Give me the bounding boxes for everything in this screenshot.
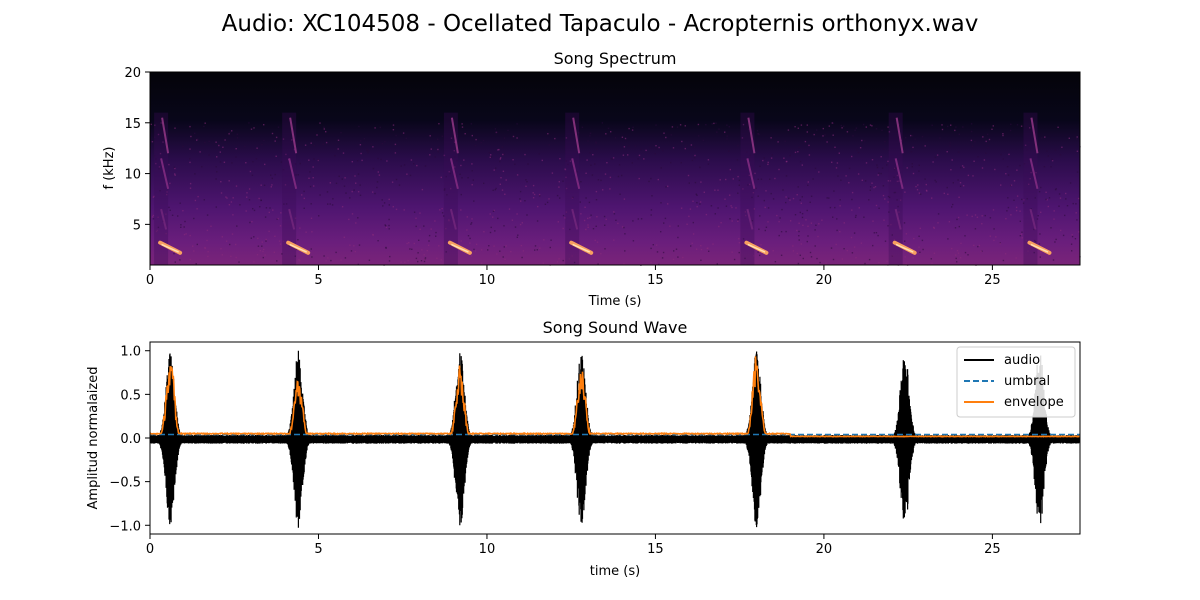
call-harmonic-high: [572, 117, 581, 154]
sound-wave-title: Song Sound Wave: [543, 318, 688, 337]
call-harmonic-low: [894, 208, 902, 230]
sound-wave-x-tick-label: 10: [479, 542, 496, 557]
call-harmonic-mid: [160, 158, 170, 190]
sound-wave-y-tick-label: −0.5: [109, 476, 141, 491]
figure-title: Audio: XC104508 - Ocellated Tapaculo - A…: [222, 11, 979, 37]
sound-wave-panel: Song Sound Wave 0 5 10 15 20 25 −1.0 −0.5 0.0 0.…: [86, 318, 1081, 579]
sound-wave-x-tick-label: 0: [146, 542, 154, 557]
spectrum-x-tick-label: 10: [479, 273, 496, 288]
sound-wave-x-ticks: 0 5 10 15 20 25: [146, 534, 1001, 557]
sound-wave-y-label: Amplitud normalaized: [86, 367, 101, 510]
sound-wave-y-ticks: −1.0 −0.5 0.0 0.5 1.0: [109, 345, 150, 534]
audio-trace: [150, 350, 1080, 528]
sound-wave-x-tick-label: 5: [314, 542, 322, 557]
spectrogram-call: [1023, 112, 1052, 265]
spectrogram-call: [282, 112, 311, 265]
spectrum-panel: Song Spectrum 0 5 10 15 20 25 5 10 15 20 Time (s…: [102, 49, 1081, 309]
legend-box: [956, 346, 1076, 418]
spectrum-frame: [149, 71, 1081, 266]
spectrum-y-ticks: 5 10 15 20: [124, 66, 150, 233]
call-harmonic-low: [571, 208, 579, 230]
spectrum-y-tick-label: 5: [133, 218, 141, 233]
call-harmonic-low: [746, 208, 754, 230]
audio-series: [150, 350, 1080, 528]
call-harmonic-high: [1030, 117, 1039, 154]
call-harmonic-mid: [571, 158, 581, 190]
legend-umbral-label: umbral: [1004, 374, 1050, 389]
call-harmonic-low: [288, 208, 296, 230]
spectrum-title: Song Spectrum: [554, 49, 677, 68]
call-fundamental-core: [572, 243, 590, 253]
sound-wave-x-tick-label: 20: [816, 542, 833, 557]
sound-wave-y-tick-label: 1.0: [120, 345, 141, 360]
spectrum-x-tick-label: 25: [984, 273, 1001, 288]
legend-audio-label: audio: [1004, 353, 1040, 368]
call-harmonic-mid: [746, 158, 756, 190]
call-fundamental-core: [747, 243, 766, 253]
call-harmonic-low: [1029, 208, 1037, 230]
call-harmonic-low: [449, 208, 457, 230]
call-harmonic-high: [747, 117, 756, 154]
legend-envelope-label: envelope: [1004, 395, 1064, 410]
call-harmonic-mid: [1029, 158, 1039, 190]
legend: audio umbral envelope: [956, 346, 1076, 418]
spectrogram-call: [565, 112, 594, 265]
sound-wave-y-tick-label: −1.0: [109, 519, 141, 534]
spectrogram-call: [443, 112, 472, 265]
call-harmonic-mid: [449, 158, 459, 190]
call-harmonic-high: [450, 117, 459, 154]
spectrum-x-tick-label: 5: [314, 273, 322, 288]
sound-wave-x-tick-label: 15: [647, 542, 664, 557]
call-fundamental-core: [289, 243, 307, 253]
call-harmonic-mid: [288, 158, 298, 190]
call-fundamental-core: [161, 243, 179, 253]
sound-wave-x-tick-label: 25: [984, 542, 1001, 557]
call-harmonic-high: [895, 117, 904, 154]
spectrogram-call: [154, 112, 183, 265]
call-harmonic-low: [160, 208, 168, 230]
spectrum-x-tick-label: 0: [146, 273, 154, 288]
sound-wave-y-tick-label: 0.0: [120, 432, 141, 447]
call-fundamental-core: [451, 243, 469, 253]
call-fundamental-core: [1030, 243, 1049, 253]
spectrogram-call: [888, 112, 917, 265]
sound-wave-x-label: time (s): [590, 564, 640, 579]
spectrogram-background: [150, 72, 1080, 265]
spectrum-x-tick-label: 15: [647, 273, 664, 288]
call-harmonic-mid: [894, 158, 904, 190]
sound-wave-y-tick-label: 0.5: [120, 388, 141, 403]
call-harmonic-high: [161, 117, 170, 154]
envelope-series: [150, 356, 1080, 438]
spectrum-y-tick-label: 10: [124, 168, 141, 183]
spectrum-y-tick-label: 20: [124, 66, 141, 81]
spectrogram-call: [740, 112, 769, 265]
spectrogram-image: [150, 72, 1081, 266]
call-fundamental-core: [895, 243, 914, 253]
call-harmonic-high: [289, 117, 298, 154]
spectrum-x-label: Time (s): [588, 294, 642, 309]
spectrum-x-ticks: 0 5 10 15 20 25: [146, 265, 1001, 288]
spectrum-y-tick-label: 15: [124, 117, 141, 132]
spectrum-y-label: f (kHz): [102, 147, 117, 190]
spectrum-x-tick-label: 20: [816, 273, 833, 288]
